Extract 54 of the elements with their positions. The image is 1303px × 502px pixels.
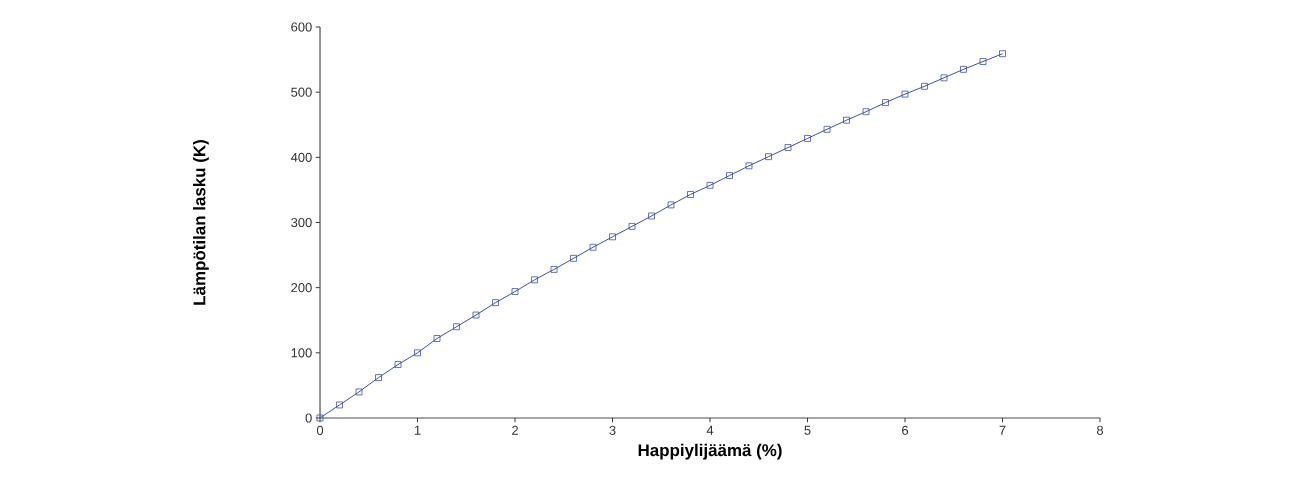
x-tick-label: 7 [999,425,1006,435]
point [843,116,850,124]
point [823,125,831,133]
point [609,233,616,241]
y-axis-title: Lämpötilan lasku (K) [193,140,209,305]
point [687,191,694,198]
y-tick-label: 300 [291,217,312,228]
point [999,50,1006,58]
x-tick-label: 5 [804,425,811,435]
point [921,82,928,90]
point [589,243,597,251]
point [433,335,441,342]
point [316,414,324,422]
y-tick-label: 100 [291,348,312,358]
point [979,58,987,65]
point [531,276,538,284]
x-tick-label: 3 [609,425,616,435]
point [414,349,421,357]
x-tick-label: 8 [1096,425,1104,435]
point [726,172,733,179]
point [706,181,714,189]
y-tick-label: 400 [290,152,312,162]
point [628,223,636,230]
point [550,266,558,273]
x-tick-label: 6 [902,425,909,435]
x-axis-title: Happiylijäämä (%) [638,443,782,460]
point [336,401,343,409]
point [394,361,402,368]
point [862,108,870,116]
x-tick-label: 2 [512,425,518,435]
x-tick-label: 1 [414,425,421,435]
point [453,323,460,331]
point [570,254,577,262]
point [960,65,967,73]
point [667,201,675,209]
point [745,162,753,170]
point [882,99,889,106]
x-tick-label: 0 [316,425,324,435]
point [492,299,499,307]
point [901,90,909,98]
y-tick-label: 200 [291,283,312,293]
point [472,311,480,319]
point [375,374,382,381]
point [940,74,948,82]
x-tick-label: 4 [706,425,714,435]
point [765,153,772,161]
point [784,144,792,151]
point [804,135,811,142]
y-tick-label: 500 [291,87,312,97]
point [511,288,519,295]
y-tick-label: 600 [291,22,312,32]
point [355,388,363,396]
y-tick-label: 0 [305,413,312,423]
point [648,212,655,220]
